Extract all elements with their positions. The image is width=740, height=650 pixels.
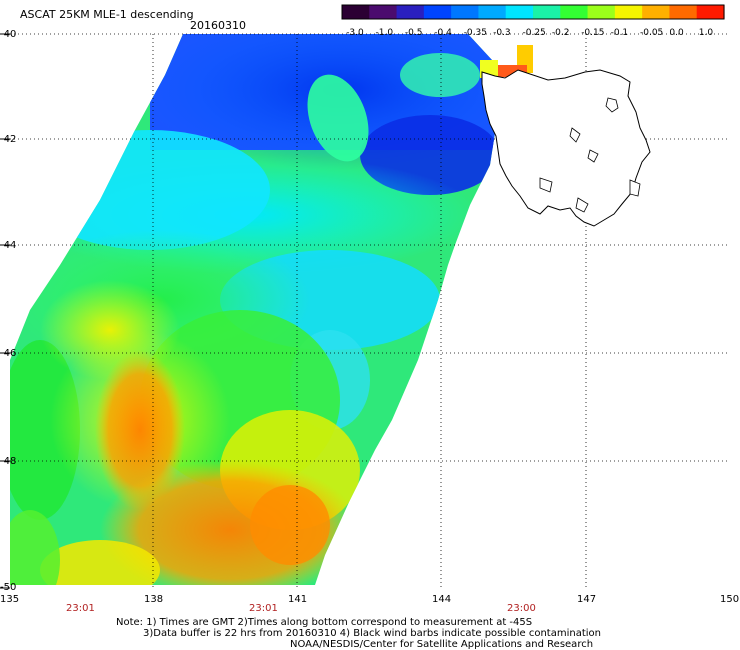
time-label: 23:00: [507, 603, 536, 614]
colorbar-label: -0.15: [581, 28, 604, 38]
colorbar-label: -0.5: [405, 28, 423, 38]
colorbar-segment: [587, 5, 616, 19]
map-title: ASCAT 25KM MLE-1 descending: [20, 8, 194, 21]
colorbar-frame: [341, 4, 725, 20]
lon-label: 150: [720, 594, 739, 605]
time-label: 23:01: [249, 603, 278, 614]
colorbar-segment: [614, 5, 643, 19]
colorbar-segment: [533, 5, 561, 19]
colorbar-segment: [369, 5, 398, 19]
note-line-1: Note: 1) Times are GMT 2)Times along bot…: [116, 617, 533, 628]
colorbar-segment: [451, 5, 480, 19]
longitude-labels: 135 138 141 144 147 150: [0, 594, 739, 605]
lon-label: 138: [144, 594, 163, 605]
colorbar-label: 1.0: [699, 28, 714, 38]
time-labels: 23:01 23:01 23:00: [66, 603, 536, 614]
colorbar-segment: [396, 5, 425, 19]
lon-label: 141: [288, 594, 307, 605]
colorbar-label: 0.0: [669, 28, 684, 38]
lon-label: 135: [0, 594, 19, 605]
note-line-3: NOAA/NESDIS/Center for Satellite Applica…: [290, 639, 594, 650]
colorbar-label: -0.1: [611, 28, 629, 38]
time-label: 23:01: [66, 603, 95, 614]
colorbar-segment: [505, 5, 534, 19]
lat-ticks: [0, 33, 10, 589]
colorbar-label: -0.25: [523, 28, 546, 38]
map-date: 20160310: [190, 19, 246, 32]
colorbar-segment: [696, 5, 725, 19]
colorbar-segment: [423, 5, 452, 19]
colorbar-label: -3.0: [346, 28, 364, 38]
colorbar-segment: [642, 5, 671, 19]
tasmania-islands: [539, 97, 641, 213]
note-line-2: 3)Data buffer is 22 hrs from 20160310 4)…: [143, 628, 601, 639]
graticule: [10, 33, 730, 588]
colorbar-segment: [560, 5, 589, 19]
colorbar-label: -0.05: [640, 28, 663, 38]
colorbar-label: -0.4: [434, 28, 452, 38]
colorbar-label: -0.35: [464, 28, 487, 38]
tasmania-coastline: [481, 69, 651, 227]
colorbar-label: -1.0: [376, 28, 394, 38]
colorbar: -3.0 -1.0 -0.5 -0.4 -0.35 -0.3 -0.25 -0.2 -0.15-…: [341, 4, 725, 38]
colorbar-label: -0.2: [552, 28, 570, 38]
colorbar-label: -0.3: [493, 28, 511, 38]
wind-swath: [10, 34, 497, 585]
lon-label: 144: [432, 594, 451, 605]
colorbar-segment: [669, 5, 698, 19]
colorbar-segment: [478, 5, 507, 19]
colorbar-segment: [342, 5, 370, 19]
lon-label: 147: [577, 594, 596, 605]
